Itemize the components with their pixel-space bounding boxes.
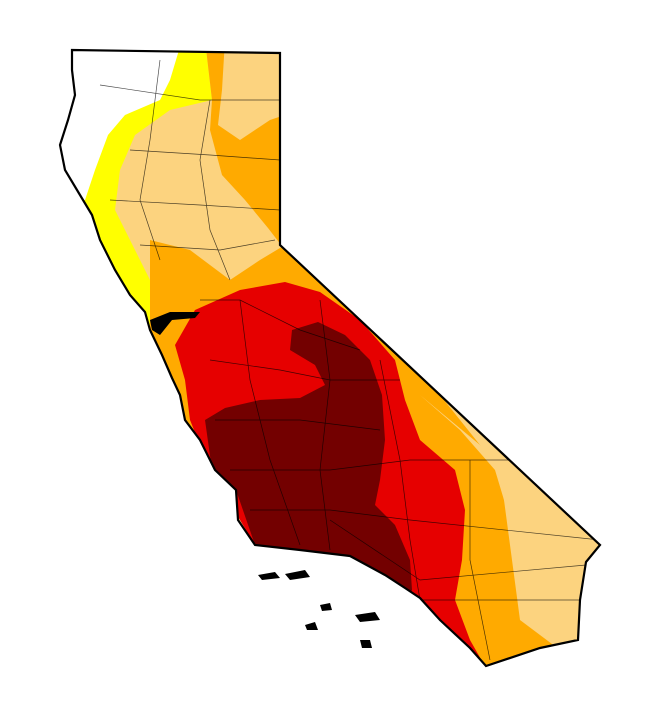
zone-d1-desert <box>420 395 600 615</box>
zone-none-white <box>60 50 182 210</box>
channel-islands <box>258 570 380 648</box>
county-lines <box>99 59 600 661</box>
zone-d4-darkred <box>205 322 412 605</box>
zone-d2-northeast <box>205 50 285 250</box>
bay-water <box>150 312 200 335</box>
